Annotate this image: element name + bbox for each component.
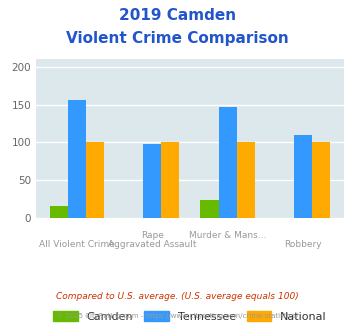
Bar [201,200,219,218]
Text: Murder & Mans...: Murder & Mans... [189,231,266,240]
Bar [86,142,104,218]
Legend: Camden, Tennessee, National: Camden, Tennessee, National [49,306,331,326]
Bar [294,135,312,218]
Bar [237,142,255,218]
Text: Rape: Rape [141,231,164,240]
Text: 2019 Camden: 2019 Camden [119,8,236,23]
Bar [312,142,330,218]
Bar [219,107,237,218]
Text: Violent Crime Comparison: Violent Crime Comparison [66,31,289,46]
Bar [50,207,68,218]
Text: Compared to U.S. average. (U.S. average equals 100): Compared to U.S. average. (U.S. average … [56,292,299,301]
Text: All Violent Crime: All Violent Crime [39,241,115,249]
Bar [68,100,86,218]
Text: © 2025 CityRating.com - https://www.cityrating.com/crime-statistics/: © 2025 CityRating.com - https://www.city… [56,312,299,318]
Text: Aggravated Assault: Aggravated Assault [108,241,196,249]
Text: Robbery: Robbery [284,241,322,249]
Bar [161,142,179,218]
Bar [143,144,161,218]
